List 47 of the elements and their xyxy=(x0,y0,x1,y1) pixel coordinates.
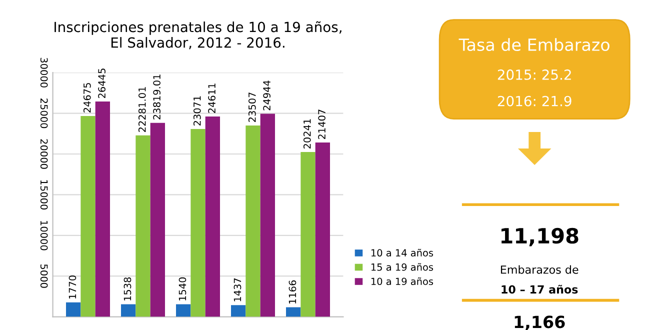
data-label: 24611 xyxy=(208,84,216,113)
bar xyxy=(136,135,150,317)
bar xyxy=(190,129,206,317)
bar xyxy=(286,307,301,317)
y-tick-label: 20000 xyxy=(40,139,48,169)
data-label: 23507 xyxy=(248,92,256,122)
text: 2015: 25.2 xyxy=(498,69,571,80)
text: 2016: 21.9 xyxy=(498,96,572,106)
data-label: 1437 xyxy=(234,278,242,302)
data-label: 1540 xyxy=(178,277,186,300)
bar xyxy=(95,102,110,317)
bar xyxy=(300,152,316,317)
data-label: 23071 xyxy=(193,96,201,126)
data-label: 21407 xyxy=(318,110,326,140)
bar xyxy=(66,302,81,317)
text: 1,166 xyxy=(514,316,565,330)
data-label: 26445 xyxy=(98,68,106,98)
text: 11,198 xyxy=(502,228,578,246)
y-tick-label: 30000 xyxy=(40,58,48,88)
data-label: 1538 xyxy=(124,277,132,300)
bar xyxy=(246,125,260,317)
data-label: 20241 xyxy=(303,119,311,149)
y-tick-label: 10000 xyxy=(40,221,48,250)
bar xyxy=(260,114,275,317)
legend-label: 10 a 14 años xyxy=(371,248,434,257)
data-label: 22281.01 xyxy=(138,87,146,132)
chart-title: Inscripciones prenatales de 10 a 19 años, El Salvador, 2012 - 2016. xyxy=(54,21,342,50)
legend-label: 10 a 19 años xyxy=(371,277,434,286)
text: Embarazos de xyxy=(500,265,578,274)
bar xyxy=(205,116,220,317)
data-label: 24944 xyxy=(263,80,270,110)
text: Tasa de Embarazo xyxy=(458,38,610,52)
legend-label: 15 a 19 años xyxy=(371,263,434,271)
bar xyxy=(121,304,136,317)
y-tick-label: 15000 xyxy=(40,180,48,210)
data-label: 1770 xyxy=(68,276,76,299)
data-label: 1166 xyxy=(288,280,296,304)
text: 10 – 17 años xyxy=(502,284,578,294)
bar xyxy=(80,116,96,317)
data-label: 23819.01 xyxy=(153,74,160,120)
bar xyxy=(231,305,246,317)
bar xyxy=(315,142,330,317)
bar xyxy=(176,304,191,317)
y-tick-label: 5000 xyxy=(40,264,48,288)
y-tick-label: 25000 xyxy=(40,98,48,128)
data-label: 24675 xyxy=(83,83,91,112)
bar xyxy=(150,122,165,317)
